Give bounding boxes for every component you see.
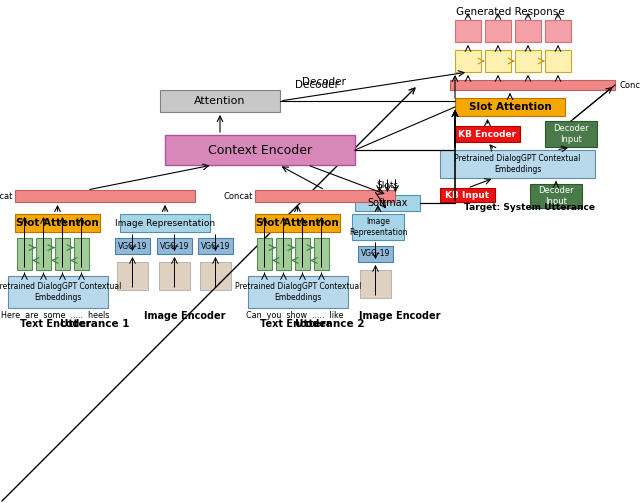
FancyBboxPatch shape <box>248 276 348 308</box>
FancyBboxPatch shape <box>74 238 89 270</box>
Text: Slot Attention: Slot Attention <box>16 218 99 228</box>
Text: Decoder: Decoder <box>295 80 339 90</box>
Text: Decoder: Decoder <box>302 77 346 87</box>
FancyBboxPatch shape <box>355 195 420 211</box>
FancyBboxPatch shape <box>440 150 595 178</box>
FancyBboxPatch shape <box>440 188 495 202</box>
FancyBboxPatch shape <box>515 50 541 72</box>
Text: Can  you  show  .....  like: Can you show ..... like <box>246 311 344 320</box>
FancyBboxPatch shape <box>545 20 571 42</box>
Text: Pretrained DialogGPT Contextual
Embeddings: Pretrained DialogGPT Contextual Embeddin… <box>454 154 580 174</box>
FancyBboxPatch shape <box>450 80 615 90</box>
FancyBboxPatch shape <box>485 50 511 72</box>
FancyBboxPatch shape <box>257 238 272 270</box>
Text: Decoder
Input: Decoder Input <box>553 124 589 144</box>
FancyBboxPatch shape <box>160 90 280 112</box>
FancyBboxPatch shape <box>455 126 520 142</box>
Text: Softmax: Softmax <box>367 198 408 208</box>
FancyBboxPatch shape <box>545 50 571 72</box>
Text: Slot Attention: Slot Attention <box>256 218 339 228</box>
FancyBboxPatch shape <box>358 246 393 262</box>
FancyBboxPatch shape <box>515 20 541 42</box>
FancyBboxPatch shape <box>314 238 329 270</box>
Text: Pretrained DialogGPT Contextual
Embeddings: Pretrained DialogGPT Contextual Embeddin… <box>235 282 361 302</box>
Text: Concat: Concat <box>223 192 253 201</box>
Text: VGG-19: VGG-19 <box>361 249 390 259</box>
Text: Image
Representation: Image Representation <box>349 217 407 237</box>
Text: Image Representation: Image Representation <box>115 218 215 227</box>
FancyBboxPatch shape <box>198 238 233 254</box>
Text: Generated Response: Generated Response <box>456 7 564 17</box>
Text: VGG-19: VGG-19 <box>201 241 230 250</box>
Text: Here  are  some  .....  heels: Here are some ..... heels <box>1 311 109 320</box>
Text: Slot Attention: Slot Attention <box>468 102 552 112</box>
FancyBboxPatch shape <box>55 238 70 270</box>
FancyBboxPatch shape <box>165 135 355 165</box>
FancyBboxPatch shape <box>120 214 210 232</box>
Text: Utterance 2: Utterance 2 <box>295 319 365 329</box>
FancyBboxPatch shape <box>455 20 481 42</box>
Text: KB Encoder: KB Encoder <box>458 129 516 138</box>
FancyBboxPatch shape <box>17 238 32 270</box>
Text: Text Encoder: Text Encoder <box>20 319 90 329</box>
Text: VGG-19: VGG-19 <box>160 241 189 250</box>
Bar <box>200 262 231 290</box>
Text: Decoder
Input: Decoder Input <box>538 186 574 206</box>
Text: VGG-19: VGG-19 <box>118 241 147 250</box>
Text: Utterance 1: Utterance 1 <box>60 319 130 329</box>
Text: Text Encoder: Text Encoder <box>260 319 330 329</box>
Text: Slots: Slots <box>376 181 399 190</box>
FancyBboxPatch shape <box>530 184 582 208</box>
FancyBboxPatch shape <box>8 276 108 308</box>
Text: Concat: Concat <box>620 80 640 90</box>
Bar <box>159 262 190 290</box>
Bar <box>360 270 391 298</box>
FancyBboxPatch shape <box>255 214 340 232</box>
Text: Context Encoder: Context Encoder <box>208 143 312 156</box>
Bar <box>117 262 148 290</box>
FancyBboxPatch shape <box>455 98 565 116</box>
Text: Attention: Attention <box>195 96 246 106</box>
FancyBboxPatch shape <box>157 238 192 254</box>
FancyBboxPatch shape <box>295 238 310 270</box>
FancyBboxPatch shape <box>115 238 150 254</box>
FancyBboxPatch shape <box>545 121 597 147</box>
FancyBboxPatch shape <box>15 214 100 232</box>
Text: Image Encoder: Image Encoder <box>144 311 226 321</box>
FancyBboxPatch shape <box>255 190 395 202</box>
FancyBboxPatch shape <box>455 50 481 72</box>
Text: KB Input: KB Input <box>445 191 490 200</box>
Text: Concat: Concat <box>0 192 13 201</box>
FancyBboxPatch shape <box>15 190 195 202</box>
Text: Pretrained DialogGPT Contextual
Embeddings: Pretrained DialogGPT Contextual Embeddin… <box>0 282 121 302</box>
FancyBboxPatch shape <box>352 214 404 240</box>
Text: Image Encoder: Image Encoder <box>359 311 441 321</box>
FancyBboxPatch shape <box>485 20 511 42</box>
FancyBboxPatch shape <box>36 238 51 270</box>
FancyBboxPatch shape <box>276 238 291 270</box>
Text: Target: System Utterance: Target: System Utterance <box>465 203 595 211</box>
